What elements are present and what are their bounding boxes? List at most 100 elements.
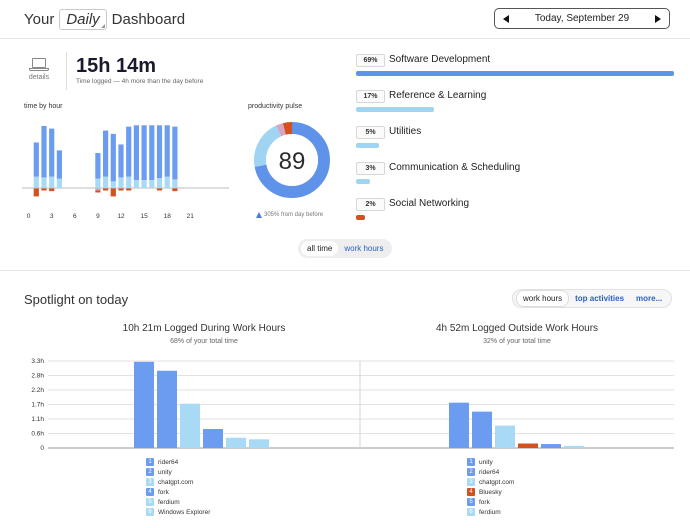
y-tick-label: 1.7h: [31, 402, 44, 409]
hour-bar-productive: [133, 125, 139, 181]
spotlight-bar: [226, 437, 246, 448]
previous-day-icon[interactable]: [503, 14, 509, 23]
hour-tick-label: 6: [73, 213, 77, 220]
hour-bar-productive: [56, 150, 62, 179]
hour-bar-productive: [33, 142, 39, 177]
category-row[interactable]: 69% Software Development: [356, 49, 674, 76]
hour-bar-distracting: [156, 188, 163, 191]
legend-label: Windows Explorer: [158, 508, 211, 516]
hour-bar-distracting: [103, 188, 109, 191]
hour-bar-neutral: [126, 176, 132, 188]
legend-label: rider64: [479, 468, 500, 476]
legend-item: 6 ferdium: [467, 507, 514, 517]
hour-bar-neutral: [103, 176, 109, 188]
category-row[interactable]: 3% Communication & Scheduling: [356, 157, 674, 184]
pulse-segment-distracting: [254, 122, 330, 198]
category-bar: [356, 179, 370, 184]
spotlight-title: Spotlight on today: [24, 292, 129, 307]
tab-work-hours[interactable]: work hours: [516, 290, 570, 307]
tab-top-activities[interactable]: top activities: [575, 294, 625, 303]
legend-number: 1: [146, 458, 154, 466]
legend-label: rider64: [158, 458, 179, 466]
hour-tick-label: 0: [27, 213, 31, 220]
hour-bar-productive: [156, 125, 163, 179]
hour-tick-label: 18: [164, 213, 172, 220]
spotlight-bar: [157, 370, 177, 448]
hour-bar-productive: [172, 126, 178, 180]
hour-bar-distracting: [49, 188, 55, 192]
spotlight-bar: [180, 403, 200, 448]
category-row[interactable]: 2% Social Networking: [356, 193, 674, 220]
hour-bar-neutral: [172, 179, 178, 188]
legend-label: fork: [479, 498, 490, 506]
legend-item: 2 unity: [146, 467, 210, 477]
time-by-hour-label: time by hour: [24, 103, 63, 110]
period-value: Daily: [66, 11, 100, 28]
details-label: details: [28, 74, 50, 81]
legend-number: 5: [467, 498, 475, 506]
legend-number: 4: [467, 488, 475, 496]
legend-item: 6 Windows Explorer: [146, 507, 210, 517]
section-divider: [0, 270, 690, 271]
category-percent: 3%: [356, 162, 385, 175]
y-tick-label: 0.6h: [31, 431, 44, 438]
spotlight-bar: [249, 439, 269, 448]
y-tick-label: 0: [40, 445, 44, 452]
hour-bar-neutral: [141, 180, 147, 188]
pulse-footnote: 305% from day before: [256, 212, 323, 218]
category-row[interactable]: 17% Reference & Learning: [356, 85, 674, 112]
category-bar: [356, 215, 365, 220]
legend-number: 1: [467, 458, 475, 466]
details-button[interactable]: details: [26, 58, 52, 81]
legend-label: unity: [479, 458, 493, 466]
hour-bar-productive: [118, 144, 124, 178]
tab-more[interactable]: more...: [636, 294, 663, 303]
legend-item: 2 rider64: [467, 467, 514, 477]
legend-number: 3: [146, 478, 154, 486]
hour-bar-productive: [126, 126, 132, 177]
time-by-hour-chart[interactable]: 0 3 6 9 12 15 18 21: [22, 112, 237, 224]
spotlight-bar: [449, 402, 469, 448]
dropdown-corner-icon: [100, 24, 105, 28]
category-percent: 17%: [356, 90, 385, 103]
category-row[interactable]: 5% Utilities: [356, 121, 674, 148]
hour-bar-distracting: [110, 188, 116, 197]
toggle-all-time[interactable]: all time: [301, 241, 339, 256]
spotlight-bar: [472, 411, 492, 448]
spotlight-bar: [564, 445, 584, 448]
category-percent: 69%: [356, 54, 385, 67]
pulse-score: 89: [279, 148, 306, 175]
legend-item: 4 fork: [146, 487, 210, 497]
period-select[interactable]: Daily: [59, 9, 107, 30]
y-tick-label: 1.1h: [31, 416, 44, 423]
outside-hours-subtitle: 32% of your total time: [483, 338, 551, 345]
spotlight-chart[interactable]: 3.3h 2.8h 2.2h 1.7h 1.1h 0.6h 0: [0, 352, 690, 456]
legend-item: 3 chatgpt.com: [146, 477, 210, 487]
hour-bar-neutral: [156, 178, 163, 188]
hour-bar-distracting: [126, 188, 132, 191]
next-day-icon[interactable]: [654, 14, 661, 23]
date-label[interactable]: Today, September 29: [534, 13, 630, 24]
legend-number: 2: [146, 468, 154, 476]
legend-label: chatgpt.com: [479, 478, 515, 486]
category-name: Social Networking: [389, 198, 470, 209]
hour-bar-neutral: [164, 176, 170, 188]
hour-tick-label: 15: [140, 213, 148, 220]
total-time: 15h 14m: [76, 55, 157, 77]
productivity-pulse-ring[interactable]: 89: [253, 118, 331, 202]
hour-bar-neutral: [133, 180, 139, 188]
toggle-work-hours[interactable]: work hours: [344, 244, 384, 253]
hour-bar-neutral: [95, 178, 101, 188]
pulse-segment-neutral: [254, 122, 330, 198]
legend-number: 5: [146, 498, 154, 506]
title-suffix: Dashboard: [111, 11, 186, 28]
legend-label: Bluesky: [479, 488, 502, 496]
work-hours-legend: 1 rider64 2 unity 3 chatgpt.com 4 fork 5 ferdium 6…: [146, 457, 210, 517]
spotlight-bar: [518, 443, 538, 448]
laptop-icon: [29, 58, 49, 71]
legend-item: 4 Bluesky: [467, 487, 514, 497]
range-toggle: all time work hours: [298, 239, 393, 258]
legend-number: 4: [146, 488, 154, 496]
spotlight-tabs: work hours top activities more...: [512, 289, 673, 308]
y-tick-label: 2.2h: [31, 387, 44, 394]
